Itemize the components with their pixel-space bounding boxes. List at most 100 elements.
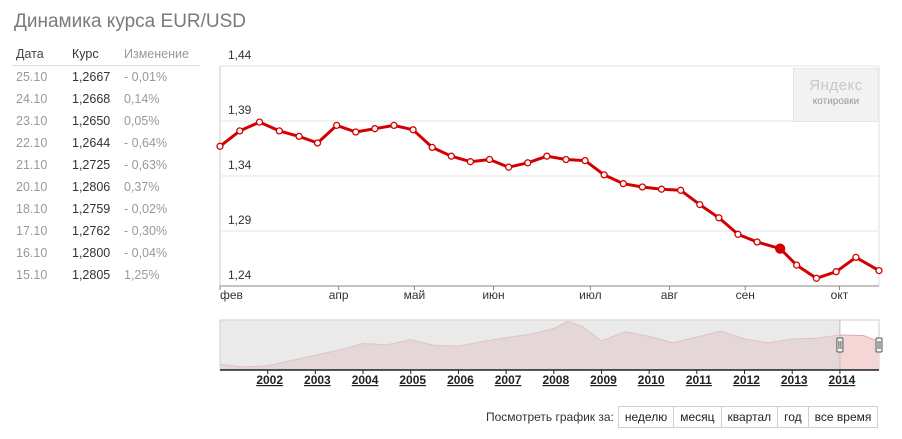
data-point[interactable]: [543, 152, 551, 160]
row-date: 21.10: [16, 158, 48, 172]
data-point[interactable]: [638, 183, 647, 191]
row-date: 25.10: [16, 70, 48, 84]
period-option-3[interactable]: год: [778, 405, 809, 428]
navigator-year-label[interactable]: 2008: [542, 373, 569, 387]
data-point[interactable]: [734, 230, 742, 238]
data-point[interactable]: [371, 125, 379, 133]
navigator-year-label[interactable]: 2002: [256, 373, 283, 387]
data-point[interactable]: [657, 185, 666, 193]
navigator-line: [219, 320, 880, 368]
data-point[interactable]: [619, 180, 627, 188]
row-rate: 1,2667: [72, 70, 111, 84]
navigator-handle-right[interactable]: [875, 337, 883, 353]
row-date: 17.10: [16, 224, 48, 238]
y-tick-label: 1,44: [228, 48, 252, 62]
period-option-4[interactable]: все время: [808, 405, 879, 428]
period-selector-label: Посмотреть график за:: [486, 409, 614, 424]
data-point[interactable]: [466, 158, 475, 166]
data-point[interactable]: [332, 121, 341, 130]
data-point[interactable]: [812, 274, 821, 282]
data-point[interactable]: [753, 238, 761, 246]
data-point[interactable]: [600, 171, 608, 179]
period-option-0[interactable]: неделю: [617, 405, 675, 428]
navigator-handle-left[interactable]: [836, 337, 844, 353]
y-tick-label: 1,24: [228, 268, 252, 282]
row-rate: 1,2650: [72, 114, 111, 128]
data-point[interactable]: [236, 127, 244, 135]
row-change: 1,25%: [124, 268, 160, 282]
x-tick-label: апр: [329, 288, 349, 302]
data-point[interactable]: [447, 152, 455, 160]
navigator-year-label[interactable]: 2003: [304, 373, 331, 387]
navigator-year-label[interactable]: 2014: [829, 373, 856, 387]
data-point[interactable]: [409, 126, 417, 134]
navigator-year-label[interactable]: 2012: [733, 373, 760, 387]
table-row: 16.10 1,2800 - 0,04%: [12, 242, 200, 264]
row-date: 20.10: [16, 180, 48, 194]
navigator-year-label[interactable]: 2013: [781, 373, 808, 387]
navigator-year-label[interactable]: 2011: [686, 373, 712, 387]
navigator-year-label[interactable]: 2009: [590, 373, 617, 387]
row-rate: 1,2800: [72, 246, 111, 260]
rates-table: Дата Курс Изменение 25.10 1,2667 - 0,01% 24…: [12, 43, 200, 286]
period-option-2[interactable]: квартал: [721, 405, 779, 428]
logo-sub-text: котировки: [812, 96, 860, 107]
row-change: 0,14%: [124, 92, 160, 106]
data-point[interactable]: [581, 156, 589, 165]
data-point[interactable]: [275, 127, 283, 135]
row-change: - 0,01%: [124, 70, 168, 84]
main-chart[interactable]: 1,44 1,39 1,34 1,29 1,24 фев апр май июн июл авг се…: [0, 0, 902, 310]
period-option-1[interactable]: месяц: [674, 405, 722, 428]
navigator-year-label[interactable]: 2010: [638, 373, 665, 387]
navigator-year-label[interactable]: 2005: [399, 373, 426, 387]
data-point[interactable]: [792, 261, 801, 269]
table-row: 15.10 1,2805 1,25%: [12, 264, 200, 286]
data-point[interactable]: [255, 118, 264, 126]
navigator-year-label[interactable]: 2004: [352, 373, 379, 387]
data-point[interactable]: [295, 132, 303, 141]
data-point[interactable]: [676, 186, 685, 194]
x-tick-label: авг: [661, 288, 679, 302]
data-point[interactable]: [696, 200, 704, 209]
data-point[interactable]: [216, 142, 224, 150]
data-point[interactable]: [313, 139, 322, 147]
x-tick-label: сен: [736, 288, 755, 302]
column-header-date: Дата: [12, 43, 72, 66]
data-point[interactable]: [504, 163, 513, 171]
page-title: Динамика курса EUR/USD: [14, 11, 247, 32]
row-change: - 0,30%: [124, 224, 168, 238]
x-tick-label: июн: [482, 288, 504, 302]
x-tick-label: июл: [579, 288, 601, 302]
navigator-area: [220, 321, 879, 369]
data-point[interactable]: [428, 143, 436, 152]
period-selector: Посмотреть график за: неделю месяц квартал…: [486, 405, 879, 428]
data-point[interactable]: [875, 266, 883, 275]
row-date: 15.10: [16, 268, 48, 282]
table-row: 21.10 1,2725 - 0,63%: [12, 154, 200, 176]
row-change: - 0,04%: [124, 246, 168, 260]
data-point[interactable]: [832, 268, 840, 276]
data-point[interactable]: [524, 159, 532, 167]
x-tick-label: окт: [831, 288, 849, 302]
y-tick-label: 1,34: [228, 158, 252, 172]
navigator-year-label[interactable]: 2007: [495, 373, 522, 387]
navigator-mask: [220, 320, 840, 369]
data-point[interactable]: [352, 128, 360, 136]
data-point[interactable]: [715, 214, 723, 222]
logo-main-text: Яндекс: [809, 77, 863, 94]
highlighted-data-point[interactable]: [775, 243, 786, 254]
data-point[interactable]: [390, 121, 398, 130]
navigator-year-label[interactable]: 2006: [447, 373, 474, 387]
row-change: - 0,02%: [124, 202, 168, 216]
y-tick-label: 1,29: [228, 213, 252, 227]
data-point[interactable]: [485, 155, 494, 164]
row-rate: 1,2805: [72, 268, 111, 282]
table-row: 18.10 1,2759 - 0,02%: [12, 198, 200, 220]
row-date: 16.10: [16, 246, 48, 260]
data-point[interactable]: [562, 155, 570, 164]
x-tick-label: фев: [220, 288, 243, 302]
row-rate: 1,2644: [72, 136, 111, 150]
table-row: 25.10 1,2667 - 0,01%: [12, 66, 200, 89]
data-point[interactable]: [852, 253, 860, 262]
table-row: 20.10 1,2806 0,37%: [12, 176, 200, 198]
